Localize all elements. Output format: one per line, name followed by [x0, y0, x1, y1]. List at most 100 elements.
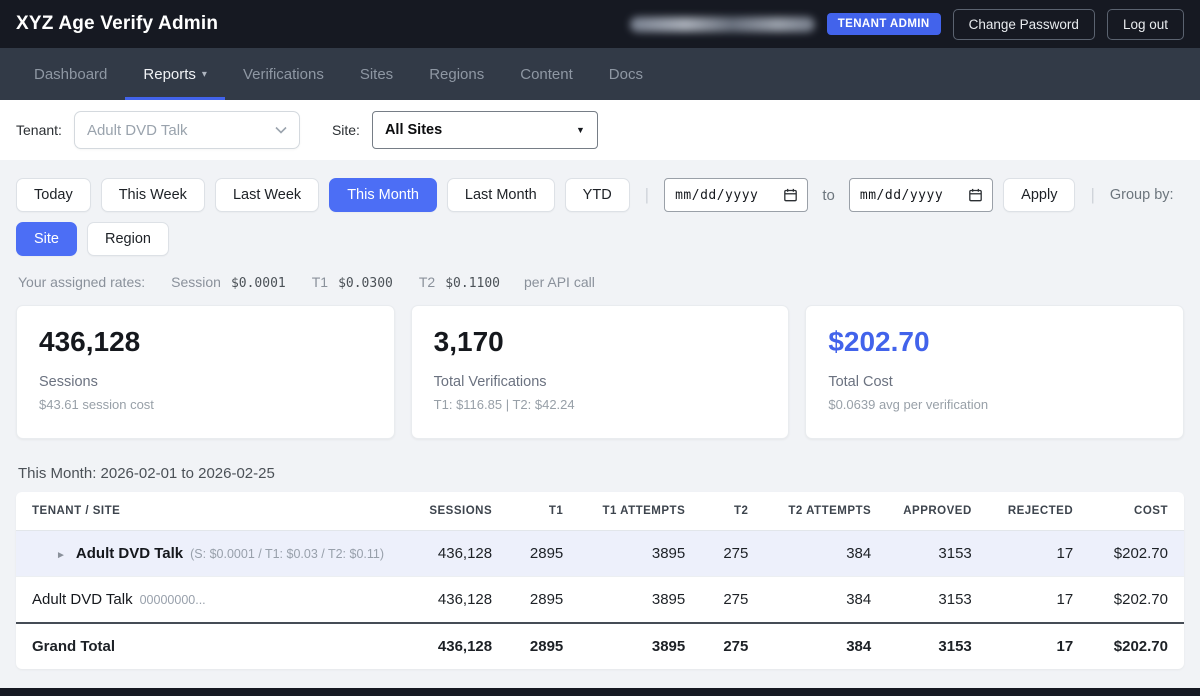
cell-approved: 3153: [887, 530, 988, 577]
main-nav: Dashboard Reports ▾ Verifications Sites …: [0, 48, 1200, 100]
verifications-label: Total Verifications: [433, 374, 547, 390]
cell-rejected: 17: [987, 576, 1090, 624]
total-cost-value: $202.70: [828, 326, 930, 357]
nav-item-dashboard[interactable]: Dashboard: [34, 65, 108, 83]
nav-item-reports[interactable]: Reports ▾: [125, 48, 225, 100]
cell-sessions: 436,128: [400, 530, 509, 577]
group-site-button[interactable]: Site: [16, 222, 77, 256]
calendar-icon[interactable]: [969, 188, 983, 202]
chevron-down-icon: [275, 126, 287, 134]
assigned-rates-line: Your assigned rates: Session $0.0001 T1 …: [18, 274, 1182, 291]
rates-suffix: per API call: [524, 274, 595, 290]
cell-t2-attempts: 384: [764, 530, 888, 577]
app-title: XYZ Age Verify Admin: [16, 13, 219, 34]
range-this-week-button[interactable]: This Week: [100, 178, 205, 212]
cell-t1-attempts: 3895: [579, 530, 702, 577]
range-last-month-button[interactable]: Last Month: [446, 178, 555, 212]
change-password-button[interactable]: Change Password: [952, 8, 1095, 40]
report-content: Today This Week Last Week This Month Las…: [0, 160, 1200, 688]
range-controls: Today This Week Last Week This Month Las…: [16, 178, 1184, 212]
tenant-label: Tenant:: [16, 122, 62, 138]
site-id-meta: 00000000...: [139, 593, 206, 607]
range-today-button[interactable]: Today: [16, 178, 91, 212]
cell-t2: 275: [701, 530, 765, 577]
cell-t1: 2895: [508, 622, 580, 669]
report-table-wrap: TENANT / SITE SESSIONS T1 T1 ATTEMPTS T2…: [16, 492, 1184, 669]
nav-item-sites[interactable]: Sites: [359, 65, 394, 83]
nav-item-regions[interactable]: Regions: [429, 65, 485, 83]
tenant-admin-badge: TENANT ADMIN: [826, 13, 941, 35]
topbar-right: TENANT ADMIN Change Password Log out: [629, 8, 1184, 40]
cell-sessions: 436,128: [400, 576, 509, 624]
sessions-label: Sessions: [39, 374, 98, 390]
rate-session-label: Session: [171, 274, 221, 290]
tenant-name: Adult DVD Talk: [75, 545, 184, 562]
filter-bar: Tenant: Adult DVD Talk Site: All Sites ▼: [0, 100, 1200, 160]
separator: |: [1090, 185, 1095, 204]
cell-cost: $202.70: [1089, 530, 1184, 577]
section-title: This Month: 2026-02-01 to 2026-02-25: [18, 465, 275, 482]
col-t1: T1: [508, 492, 580, 531]
start-date-input[interactable]: mm/dd/yyyy: [664, 178, 809, 212]
user-email-redacted: [629, 16, 815, 32]
site-name: Adult DVD Talk: [32, 591, 133, 608]
range-this-month-button[interactable]: This Month: [329, 178, 437, 212]
cell-approved: 3153: [887, 576, 988, 624]
grand-total-label: Grand Total: [16, 622, 401, 669]
col-tenant-site: TENANT / SITE: [16, 492, 401, 531]
footer-strip: [0, 688, 1200, 696]
cell-rejected: 17: [987, 530, 1090, 577]
table-row-tenant-group[interactable]: ► Adult DVD Talk (S: $0.0001 / T1: $0.03 /…: [16, 530, 1184, 577]
range-ytd-button[interactable]: YTD: [564, 178, 630, 212]
rate-t1-label: T1: [311, 274, 329, 290]
cell-t2-attempts: 384: [764, 622, 888, 669]
tenant-select[interactable]: Adult DVD Talk: [73, 111, 300, 149]
tenant-select-value: Adult DVD Talk: [86, 121, 188, 139]
site-select[interactable]: All Sites ▼: [371, 111, 598, 149]
end-date-input[interactable]: mm/dd/yyyy: [848, 178, 994, 212]
rate-t2-value: $0.1100: [445, 276, 501, 291]
topbar: XYZ Age Verify Admin TENANT ADMIN Change…: [0, 0, 1200, 48]
end-date-placeholder: mm/dd/yyyy: [859, 187, 944, 203]
table-row-site: Adult DVD Talk 00000000... 436,128 2895 3…: [16, 576, 1184, 624]
cell-rejected: 17: [987, 622, 1090, 669]
caret-down-icon: ▾: [201, 68, 207, 80]
verifications-sub: T1: $116.85 | T2: $42.24: [433, 397, 575, 412]
cell-cost: $202.70: [1089, 576, 1184, 624]
verifications-value: 3,170: [433, 326, 504, 357]
total-cost-card: $202.70 Total Cost $0.0639 avg per verif…: [805, 305, 1185, 439]
range-last-week-button[interactable]: Last Week: [214, 178, 320, 212]
calendar-icon[interactable]: [784, 188, 798, 202]
cell-t2-attempts: 384: [764, 576, 888, 624]
cell-t1: 2895: [508, 530, 580, 577]
stat-cards: 436,128 Sessions $43.61 session cost 3,1…: [16, 305, 1185, 439]
rate-session-value: $0.0001: [230, 276, 286, 291]
caret-down-icon: ▼: [576, 125, 585, 135]
cell-sessions: 436,128: [400, 622, 509, 669]
group-by-label: Group by:: [1109, 187, 1174, 203]
nav-item-docs[interactable]: Docs: [608, 65, 643, 83]
cell-t1-attempts: 3895: [579, 622, 702, 669]
cell-t2: 275: [701, 576, 765, 624]
site-label: Site:: [331, 122, 360, 138]
col-rejected: REJECTED: [987, 492, 1090, 531]
sessions-sub: $43.61 session cost: [39, 397, 154, 412]
nav-item-content[interactable]: Content: [520, 65, 573, 83]
apply-button[interactable]: Apply: [1003, 178, 1076, 212]
cell-cost: $202.70: [1089, 622, 1184, 669]
cell-t1: 2895: [508, 576, 580, 624]
cell-approved: 3153: [887, 622, 988, 669]
col-t1-attempts: T1 ATTEMPTS: [579, 492, 702, 531]
rate-t1-value: $0.0300: [338, 276, 393, 291]
sessions-card: 436,128 Sessions $43.61 session cost: [16, 305, 395, 439]
total-cost-sub: $0.0639 avg per verification: [828, 397, 989, 412]
site-select-value: All Sites: [384, 122, 443, 138]
start-date-placeholder: mm/dd/yyyy: [675, 187, 759, 203]
expand-arrow-icon[interactable]: ►: [56, 550, 66, 561]
group-region-button[interactable]: Region: [87, 222, 169, 256]
nav-item-verifications[interactable]: Verifications: [242, 65, 324, 83]
cell-t2: 275: [701, 622, 765, 669]
col-cost: COST: [1089, 492, 1184, 531]
report-table: TENANT / SITE SESSIONS T1 T1 ATTEMPTS T2…: [16, 492, 1184, 669]
logout-button[interactable]: Log out: [1106, 8, 1184, 40]
